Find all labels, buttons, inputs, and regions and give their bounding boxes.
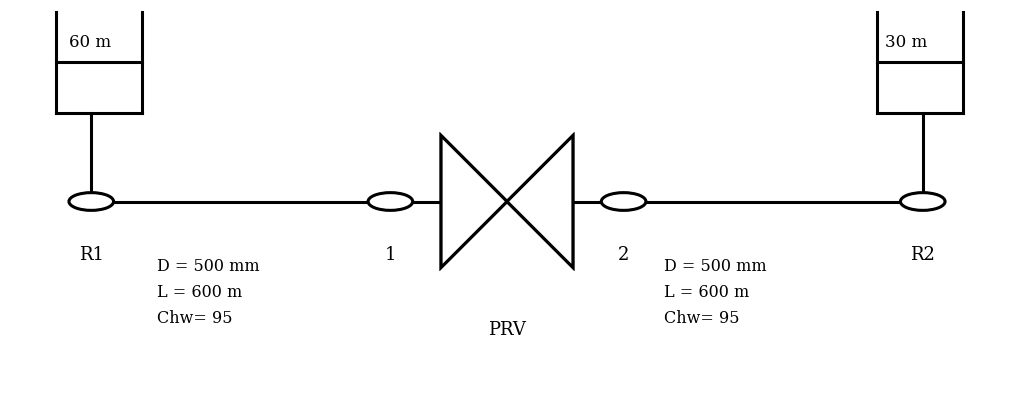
Text: 2: 2 xyxy=(618,246,630,264)
Circle shape xyxy=(601,193,646,210)
Polygon shape xyxy=(441,135,507,268)
Polygon shape xyxy=(507,135,573,268)
Text: 1: 1 xyxy=(384,246,396,264)
Circle shape xyxy=(900,193,945,210)
Circle shape xyxy=(368,193,413,210)
Polygon shape xyxy=(441,135,507,268)
Text: R1: R1 xyxy=(79,246,103,264)
Text: D = 500 mm
L = 600 m
Chw= 95: D = 500 mm L = 600 m Chw= 95 xyxy=(157,258,260,327)
Text: D = 500 mm
L = 600 m
Chw= 95: D = 500 mm L = 600 m Chw= 95 xyxy=(664,258,767,327)
Text: PRV: PRV xyxy=(488,322,526,339)
Text: R2: R2 xyxy=(911,246,935,264)
Text: 60 m: 60 m xyxy=(69,34,112,51)
Circle shape xyxy=(69,193,114,210)
Text: 30 m: 30 m xyxy=(885,34,928,51)
Polygon shape xyxy=(507,135,573,268)
